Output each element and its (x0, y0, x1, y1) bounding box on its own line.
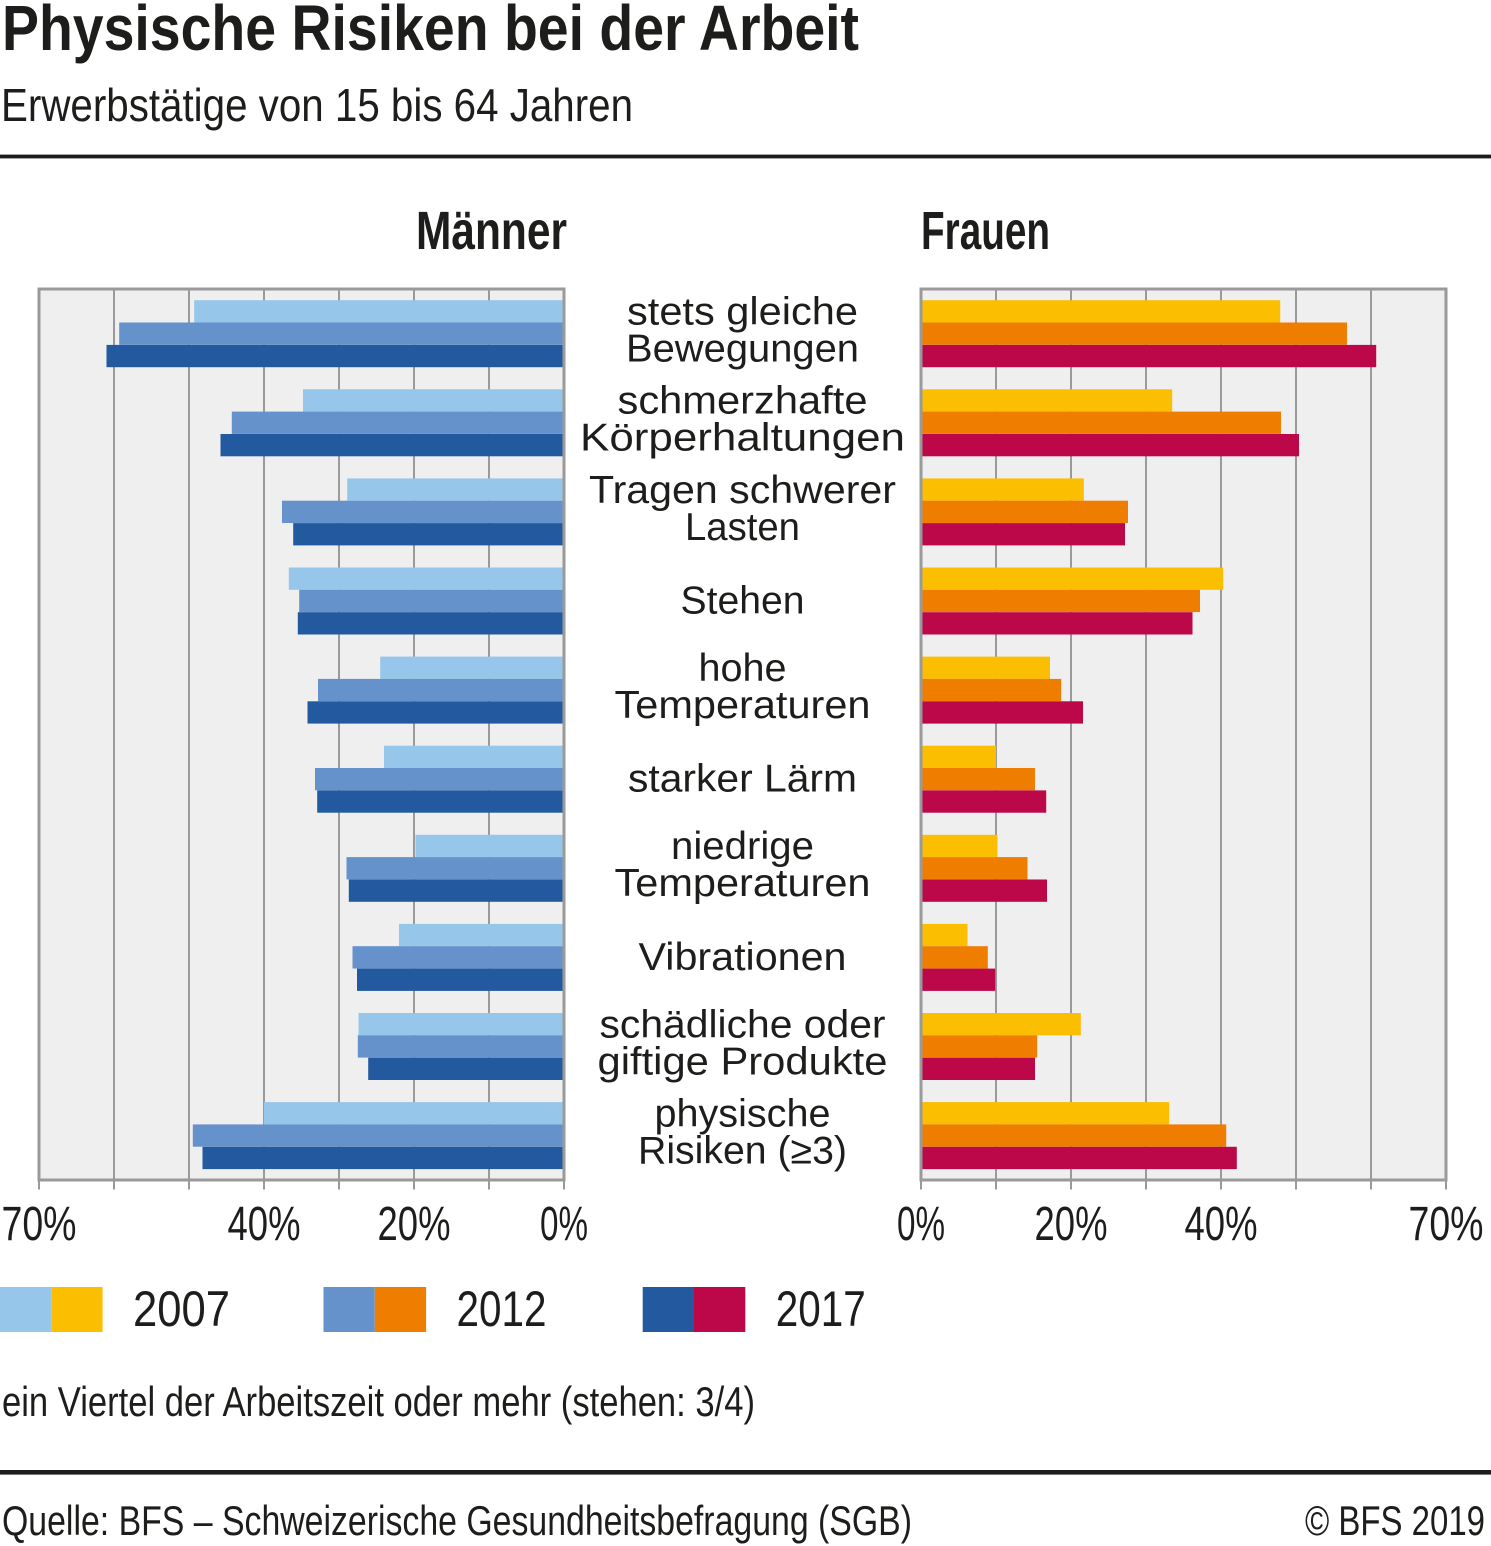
svg-text:schmerzhafte: schmerzhafte (618, 380, 868, 423)
svg-text:70%: 70% (2, 1198, 77, 1251)
svg-text:hohe: hohe (699, 647, 787, 690)
svg-text:0%: 0% (540, 1198, 588, 1251)
svg-text:giftige Produkte: giftige Produkte (598, 1040, 888, 1083)
svg-text:40%: 40% (228, 1198, 301, 1251)
svg-text:20%: 20% (378, 1198, 451, 1251)
svg-text:40%: 40% (1185, 1198, 1258, 1251)
svg-text:stets gleiche: stets gleiche (627, 291, 858, 334)
svg-text:Frauen: Frauen (921, 201, 1050, 261)
svg-text:ein Viertel der Arbeitszeit od: ein Viertel der Arbeitszeit oder mehr (s… (2, 1378, 755, 1425)
svg-text:niedrige: niedrige (671, 825, 814, 868)
svg-text:Bewegungen: Bewegungen (626, 328, 859, 371)
svg-text:Körperhaltungen: Körperhaltungen (580, 417, 905, 460)
svg-text:Vibrationen: Vibrationen (639, 936, 847, 979)
svg-text:physische: physische (655, 1092, 831, 1135)
svg-text:Quelle: BFS – Schweizerische G: Quelle: BFS – Schweizerische Gesundheits… (2, 1497, 912, 1544)
svg-text:Lasten: Lasten (685, 506, 800, 549)
svg-text:2007: 2007 (133, 1281, 230, 1337)
svg-text:starker Lärm: starker Lärm (628, 758, 857, 801)
svg-text:0%: 0% (897, 1198, 945, 1251)
svg-text:© BFS 2019: © BFS 2019 (1305, 1497, 1485, 1544)
svg-text:2017: 2017 (776, 1281, 866, 1337)
svg-text:2012: 2012 (457, 1281, 547, 1337)
svg-text:70%: 70% (1409, 1198, 1484, 1251)
svg-text:schädliche oder: schädliche oder (600, 1003, 886, 1046)
svg-text:Tragen schwerer: Tragen schwerer (589, 469, 896, 512)
svg-text:Erwerbstätige von 15 bis 64 Ja: Erwerbstätige von 15 bis 64 Jahren (1, 79, 633, 131)
svg-text:Risiken (≥3): Risiken (≥3) (638, 1129, 847, 1172)
svg-text:Temperaturen: Temperaturen (615, 862, 871, 905)
svg-text:Temperaturen: Temperaturen (615, 684, 871, 727)
svg-text:Männer: Männer (416, 201, 567, 261)
svg-text:Physische Risiken bei der Arbe: Physische Risiken bei der Arbeit (2, 0, 859, 64)
svg-text:20%: 20% (1035, 1198, 1108, 1251)
svg-text:Stehen: Stehen (681, 579, 805, 622)
